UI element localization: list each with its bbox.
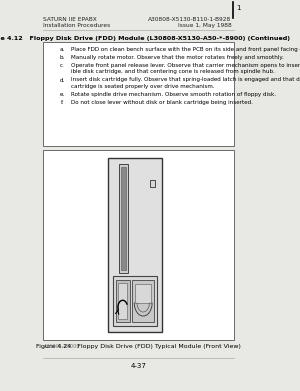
Bar	[135, 284, 152, 303]
Text: a.: a.	[59, 47, 64, 52]
Bar	[116, 280, 130, 322]
Text: Rotate spindle drive mechanism. Observe smooth rotation of floppy disk.: Rotate spindle drive mechanism. Observe …	[71, 92, 277, 97]
Bar	[132, 280, 154, 322]
Text: 4-37: 4-37	[130, 363, 146, 369]
Text: A30808-X5130-B110-1-B928: A30808-X5130-B110-1-B928	[148, 17, 231, 22]
Bar	[43, 42, 234, 146]
Text: Table 4.12   Floppy Disk Drive (FDD) Module (L30808-X5130-A50-*-8900) (Continued: Table 4.12 Floppy Disk Drive (FDD) Modul…	[0, 36, 290, 41]
Text: Do not close lever without disk or blank cartridge being inserted.: Do not close lever without disk or blank…	[71, 100, 253, 105]
Text: e.: e.	[59, 92, 64, 97]
Text: b.: b.	[59, 55, 64, 60]
Text: Insert disk cartridge fully. Observe that spring-loaded latch is engaged and tha: Insert disk cartridge fully. Observe tha…	[71, 77, 300, 83]
Text: 1: 1	[236, 5, 241, 11]
Text: cartridge is seated properly over drive mechanism.: cartridge is seated properly over drive …	[71, 84, 215, 89]
Bar	[150, 180, 155, 187]
Text: Issue 1, May 1988: Issue 1, May 1988	[178, 23, 231, 28]
Text: A31001-X5000: A31001-X5000	[44, 344, 80, 349]
Bar	[108, 158, 162, 332]
Text: Manually rotate motor. Observe that the motor rotates freely and smoothly.: Manually rotate motor. Observe that the …	[71, 55, 284, 60]
Text: Figure 4.24   Floppy Disk Drive (FDD) Typical Module (Front View): Figure 4.24 Floppy Disk Drive (FDD) Typi…	[36, 344, 241, 349]
Text: Operate front panel release lever. Observe that carrier mechanism opens to inser: Operate front panel release lever. Obser…	[71, 63, 300, 68]
Bar	[118, 164, 128, 273]
Text: f.: f.	[61, 100, 64, 105]
Bar	[118, 283, 128, 319]
Bar	[121, 167, 126, 270]
Bar	[43, 150, 234, 340]
Text: d.: d.	[59, 77, 64, 83]
Bar	[113, 276, 157, 326]
Text: SATURN IIE EPABX: SATURN IIE EPABX	[43, 17, 97, 22]
Text: Place FDD on clean bench surface with the PCB on its side and front panel facing: Place FDD on clean bench surface with th…	[71, 47, 300, 52]
Text: Installation Procedures: Installation Procedures	[43, 23, 110, 28]
Text: ible disk cartridge, and that centering cone is released from spindle hub.: ible disk cartridge, and that centering …	[71, 70, 275, 75]
Text: c.: c.	[60, 63, 64, 68]
